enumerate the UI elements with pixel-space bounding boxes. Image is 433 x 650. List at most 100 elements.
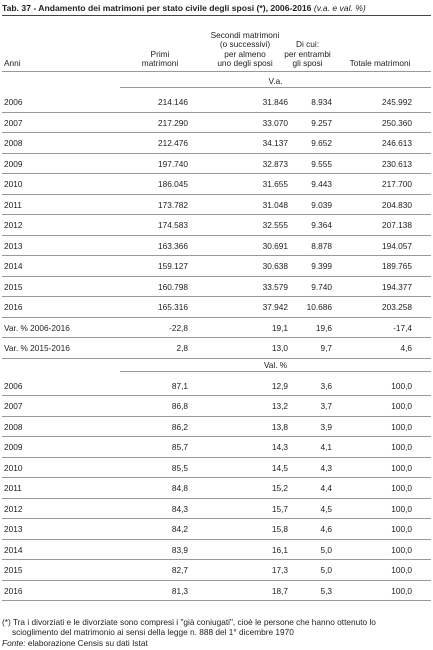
column-header: per entrambi [284, 48, 331, 59]
cell: 250.360 [382, 117, 412, 128]
cell: 15,2 [271, 483, 288, 493]
cell: 212.476 [158, 138, 188, 148]
cell: 19,6 [315, 322, 332, 333]
cell: 100,0 [391, 503, 412, 514]
cell: 9.443 [311, 179, 332, 189]
rule [2, 132, 431, 133]
cell: 100,0 [391, 483, 412, 493]
cell: 203.258 [382, 302, 412, 312]
rule [2, 518, 431, 519]
cell: 159.127 [158, 261, 188, 271]
cell: 2011 [4, 483, 22, 493]
rule [2, 579, 431, 581]
source: Fonte: elaborazione Censis su dati Istat [2, 638, 148, 648]
cell: 2016 [4, 585, 23, 596]
cell: 245.992 [382, 97, 412, 107]
cell: 9.257 [311, 117, 332, 128]
cell: 189.765 [382, 261, 412, 271]
cell: 5,0 [320, 565, 332, 575]
cell: 16,1 [271, 544, 288, 555]
source-label: Fonte: [2, 638, 26, 648]
cell: 174.583 [158, 220, 188, 230]
cell: 2016 [4, 302, 23, 312]
cell: 214.146 [158, 97, 188, 107]
cell: 15,8 [271, 524, 288, 534]
cell: 85,7 [171, 442, 188, 452]
cell: 160.798 [158, 281, 188, 292]
cell: 82,7 [171, 565, 188, 575]
cell: 100,0 [391, 442, 412, 452]
cell: 8.878 [311, 240, 332, 251]
cell: 2006 [4, 97, 23, 107]
cell: 4,1 [320, 442, 332, 452]
rule [2, 538, 431, 540]
cell: 37.942 [262, 302, 288, 312]
cell: 84,2 [171, 524, 188, 534]
cell: 14,5 [271, 462, 288, 473]
cell: 9.740 [311, 281, 332, 292]
cell: 2011 [4, 199, 22, 210]
rule [2, 477, 431, 478]
cell: 2012 [4, 220, 23, 230]
rule [2, 316, 431, 318]
rule [120, 370, 431, 372]
cell: 10.686 [306, 302, 332, 312]
cell: Var. % 2006-2016 [4, 322, 70, 333]
rule [120, 87, 431, 88]
cell: 4,6 [400, 343, 412, 353]
cell: 2007 [4, 401, 23, 411]
cell: 32.555 [262, 220, 288, 230]
cell: 3,6 [320, 380, 332, 391]
table-title: Tab. 37 - Andamento dei matrimoni per st… [2, 3, 366, 13]
cell: 87,1 [171, 380, 188, 391]
cell: 84,3 [171, 503, 188, 514]
cell: 2010 [4, 462, 23, 473]
cell: 207.138 [382, 220, 412, 230]
cell: 2013 [4, 524, 23, 534]
column-header: Secondi matrimoni [210, 30, 280, 41]
cell: 2015 [4, 281, 23, 292]
cell: 100,0 [391, 544, 412, 555]
cell: 100,0 [391, 401, 412, 411]
cell: 2008 [4, 421, 23, 432]
cell: 2012 [4, 503, 23, 514]
cell: 9.039 [311, 199, 332, 210]
cell: 15,7 [271, 503, 288, 514]
cell: 32.873 [262, 158, 288, 169]
column-header: Primi [150, 48, 170, 59]
cell: 84,8 [171, 483, 188, 493]
cell: 100,0 [391, 585, 412, 596]
rule [2, 600, 431, 601]
cell: 100,0 [391, 421, 412, 432]
cell: 30.691 [262, 240, 288, 251]
column-header: Di cui: [295, 39, 320, 50]
column-header: Anni [4, 58, 21, 68]
cell: 2014 [4, 261, 23, 271]
cell: 34.137 [262, 138, 288, 148]
cell: 4,6 [320, 524, 332, 534]
cell: 17,3 [271, 565, 288, 575]
column-header: gli sposi [292, 58, 323, 68]
section-label: V.a. [268, 76, 283, 86]
rule [2, 275, 431, 277]
cell: -17,4 [393, 322, 412, 333]
cell: 194.057 [382, 240, 412, 251]
rule [2, 559, 431, 560]
rule [2, 497, 431, 499]
rule [2, 395, 431, 396]
cell: 33.070 [262, 117, 288, 128]
section-label: Val. % [263, 359, 288, 370]
cell: 30.638 [262, 261, 288, 271]
cell: 31.048 [262, 199, 288, 210]
cell: 5,0 [320, 544, 332, 555]
rule [2, 357, 431, 359]
rule [2, 415, 431, 417]
cell: 9.652 [311, 138, 332, 148]
cell: 9.555 [311, 158, 332, 169]
cell: 230.613 [382, 158, 412, 169]
column-header: matrimoni [141, 58, 179, 68]
cell: 217.700 [382, 179, 412, 189]
cell: 163.366 [158, 240, 188, 251]
footnote-line: (*) Tra i divorziati e le divorziate son… [2, 617, 376, 627]
cell: 9.399 [311, 261, 332, 271]
